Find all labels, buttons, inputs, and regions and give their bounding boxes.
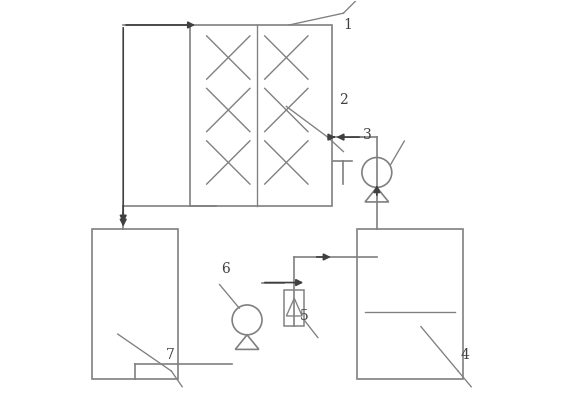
Bar (357, 229, 463, 379)
Bar (284, 290, 304, 326)
Text: 7: 7 (166, 348, 175, 362)
Text: 6: 6 (221, 262, 230, 276)
Text: 4: 4 (461, 348, 470, 362)
Bar (190, 25, 332, 206)
Text: 5: 5 (300, 309, 309, 323)
Bar (92, 229, 178, 379)
Text: 2: 2 (339, 93, 348, 107)
Text: 3: 3 (362, 128, 371, 142)
Text: 1: 1 (343, 18, 352, 32)
